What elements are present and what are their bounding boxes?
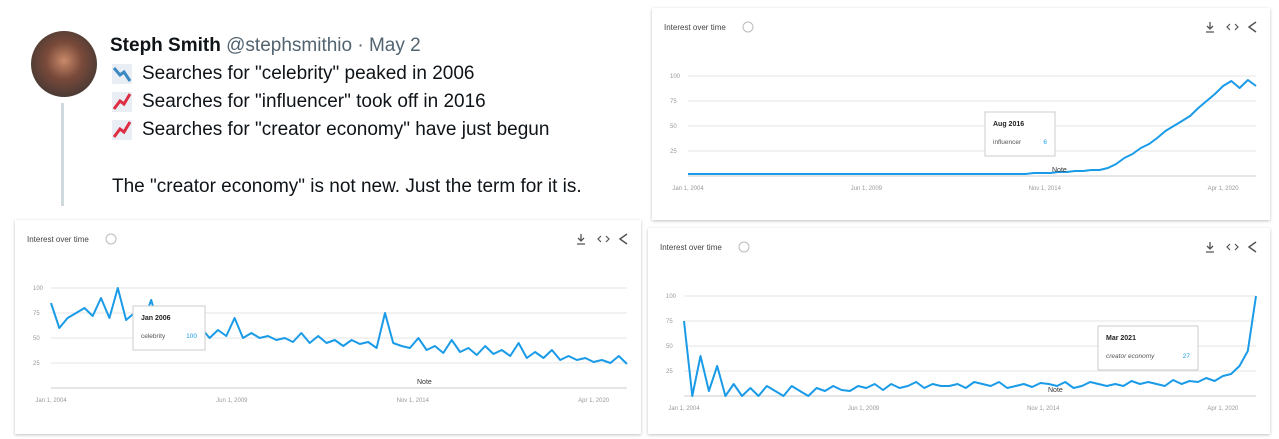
tooltip-date: Jan 2006 bbox=[141, 315, 171, 322]
x-tick-label: Apr 1, 2020 bbox=[1208, 186, 1240, 192]
y-tick-label: 75 bbox=[666, 319, 673, 325]
separator: · bbox=[357, 35, 364, 56]
thread-line bbox=[61, 103, 64, 206]
help-icon[interactable] bbox=[738, 241, 750, 253]
download-icon[interactable] bbox=[577, 234, 585, 245]
x-tick-label: Nov 1, 2014 bbox=[1027, 406, 1060, 412]
y-tick-label: 100 bbox=[666, 294, 677, 300]
y-tick-label: 25 bbox=[33, 361, 40, 367]
share-icon[interactable] bbox=[1247, 241, 1257, 253]
help-icon[interactable] bbox=[742, 21, 754, 33]
share-icon[interactable] bbox=[618, 233, 628, 245]
download-icon[interactable] bbox=[1206, 242, 1214, 253]
chart-title: Interest over time bbox=[660, 243, 722, 252]
tooltip: Jan 2006 celebrity 100 bbox=[132, 305, 206, 351]
chart-panel: Interest over time 25 50 75 100 Jan 1, 2004 Ju… bbox=[648, 228, 1270, 434]
y-tick-label: 100 bbox=[33, 286, 44, 292]
chart: Interest over time 25 50 75 100 Jan 1, 2004 Ju… bbox=[660, 241, 1257, 412]
note-label[interactable]: Note bbox=[417, 379, 432, 386]
x-tick-label: Jun 1, 2009 bbox=[851, 186, 883, 192]
tweet-line: Searches for "celebrity" peaked in 2006 bbox=[142, 63, 475, 84]
x-tick-label: Jun 1, 2009 bbox=[848, 406, 880, 412]
tooltip: Mar 2021 creator economy 27 bbox=[1097, 325, 1199, 371]
x-tick-label: Jun 1, 2009 bbox=[216, 398, 248, 404]
tweet-closing: The "creator economy" is not new. Just t… bbox=[112, 176, 582, 197]
chart-title: Interest over time bbox=[664, 23, 726, 32]
tweet-graphics bbox=[31, 31, 132, 206]
note-label[interactable]: Note bbox=[1052, 167, 1067, 174]
tooltip-box bbox=[132, 305, 206, 351]
y-tick-label: 25 bbox=[670, 149, 677, 155]
y-tick-label: 50 bbox=[666, 344, 673, 350]
help-icon[interactable] bbox=[105, 233, 117, 245]
x-tick-label: Jan 1, 2004 bbox=[672, 186, 704, 192]
author-handle[interactable]: @stephsmithio bbox=[226, 35, 353, 56]
avatar[interactable] bbox=[31, 31, 97, 97]
chart-title: Interest over time bbox=[27, 235, 89, 244]
tweet: Steph Smith @stephsmithio · May 2 Search… bbox=[0, 0, 640, 215]
note-label[interactable]: Note bbox=[1048, 387, 1063, 394]
tooltip-value: 27 bbox=[1183, 353, 1191, 360]
chart-panel: Interest over time 25 50 75 100 Jan 1, 2004 Ju… bbox=[15, 220, 641, 434]
tweet-line: Searches for "influencer" took off in 20… bbox=[142, 91, 486, 112]
y-tick-label: 25 bbox=[666, 369, 673, 375]
share-icon[interactable] bbox=[1247, 21, 1257, 33]
embed-icon[interactable] bbox=[1226, 243, 1239, 251]
emoji-down bbox=[112, 64, 132, 84]
x-tick-label: Nov 1, 2014 bbox=[1029, 186, 1062, 192]
chart: Interest over time 25 50 75 100 Jan 1, 2004 Ju… bbox=[664, 21, 1257, 192]
tooltip-date: Mar 2021 bbox=[1106, 335, 1136, 342]
tooltip-series: creator economy bbox=[1106, 353, 1155, 360]
tooltip-series: celebrity bbox=[141, 333, 166, 340]
x-tick-label: Nov 1, 2014 bbox=[397, 398, 430, 404]
y-tick-label: 75 bbox=[33, 311, 40, 317]
tooltip: Aug 2016 influencer 6 bbox=[984, 111, 1056, 157]
tweet-line: Searches for "creator economy" have just… bbox=[142, 119, 550, 140]
tooltip-box bbox=[984, 111, 1056, 157]
y-tick-label: 50 bbox=[670, 124, 677, 130]
tooltip-box bbox=[1097, 325, 1199, 371]
x-tick-label: Apr 1, 2020 bbox=[578, 398, 610, 404]
x-tick-label: Jan 1, 2004 bbox=[35, 398, 67, 404]
chart-panel: Interest over time 25 50 75 100 Jan 1, 2004 Ju… bbox=[652, 8, 1270, 220]
tooltip-series: influencer bbox=[993, 139, 1022, 146]
author-name[interactable]: Steph Smith bbox=[110, 35, 221, 56]
x-tick-label: Apr 1, 2020 bbox=[1207, 406, 1239, 412]
trend-line bbox=[688, 79, 1257, 175]
y-tick-label: 75 bbox=[670, 99, 677, 105]
y-tick-label: 50 bbox=[33, 336, 40, 342]
emoji-up bbox=[112, 92, 132, 112]
download-icon[interactable] bbox=[1206, 22, 1214, 33]
embed-icon[interactable] bbox=[1226, 23, 1239, 31]
tooltip-value: 6 bbox=[1043, 139, 1047, 146]
tooltip-date: Aug 2016 bbox=[993, 121, 1024, 128]
trend-line bbox=[683, 295, 1257, 397]
tooltip-value: 100 bbox=[186, 333, 197, 340]
tweet-date[interactable]: May 2 bbox=[368, 35, 421, 56]
chart: Interest over time 25 50 75 100 Jan 1, 2004 Ju… bbox=[27, 233, 628, 404]
y-tick-label: 100 bbox=[670, 74, 681, 80]
embed-icon[interactable] bbox=[597, 235, 610, 243]
x-tick-label: Jan 1, 2004 bbox=[668, 406, 700, 412]
emoji-up bbox=[112, 120, 132, 140]
